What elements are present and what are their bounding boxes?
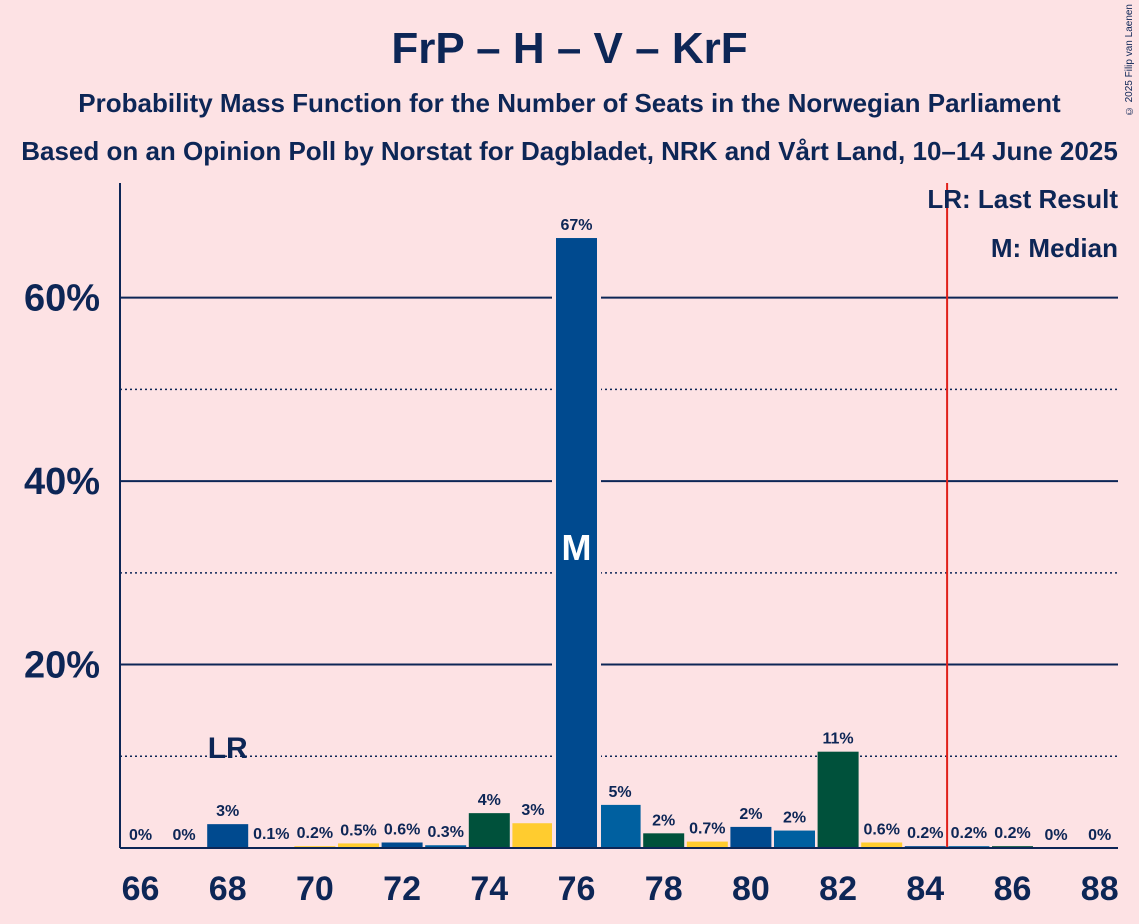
bar-value-label: 0.3% <box>427 824 463 841</box>
bar-value-label: 0.5% <box>340 822 376 839</box>
bar-seat-80 <box>730 826 772 848</box>
x-tick-label: 78 <box>645 870 683 908</box>
x-tick-label: 76 <box>558 870 596 908</box>
median-bar-gap-right <box>597 238 601 848</box>
chart-subtitle: Probability Mass Function for the Number… <box>78 88 1061 118</box>
bar-seat-76 <box>556 238 597 848</box>
bar-seat-82 <box>817 751 859 848</box>
bar-value-label: 4% <box>478 792 501 809</box>
bar-value-label: 0.6% <box>863 821 899 838</box>
bar-seat-77 <box>599 804 641 848</box>
bar-seat-75 <box>512 823 554 848</box>
x-tick-label: 82 <box>819 870 857 908</box>
bar-value-label: 0.2% <box>297 825 333 842</box>
bar-value-label: 0.7% <box>689 821 725 838</box>
bar-value-label: 0.1% <box>253 826 289 843</box>
median-bar-gap-left <box>552 238 556 848</box>
last-result-marker: LR <box>208 732 248 765</box>
bar-seat-83 <box>861 842 903 848</box>
legend-last-result: LR: Last Result <box>927 184 1118 214</box>
bar-value-label: 0% <box>129 827 152 844</box>
legend-median: M: Median <box>991 233 1118 263</box>
bar-seat-73 <box>425 845 467 848</box>
bar-seat-72 <box>381 842 423 848</box>
bar-value-label: 3% <box>521 802 544 819</box>
axes: 20% 40% 60% 66 68 70 72 74 76 78 80 82 84 86 88 <box>24 183 1119 908</box>
chart-title: FrP – H – V – KrF <box>391 24 748 73</box>
bar-seat-74 <box>468 813 510 848</box>
y-tick-label: 20% <box>24 645 100 687</box>
x-tick-label: 72 <box>383 870 421 908</box>
x-tick-label: 66 <box>122 870 160 908</box>
bar-value-label: 2% <box>739 806 762 823</box>
bar-value-label: 11% <box>823 731 854 748</box>
bar-value-label: 0.2% <box>951 825 987 842</box>
y-tick-label: 60% <box>24 278 100 320</box>
bar-value-label: 2% <box>652 812 675 829</box>
x-tick-label: 80 <box>732 870 770 908</box>
bar-value-label: 3% <box>216 803 239 820</box>
bar-seat-81 <box>774 830 815 848</box>
bar-value-label: 0.6% <box>384 821 420 838</box>
x-tick-label: 86 <box>994 870 1032 908</box>
bar-seat-68 <box>207 824 249 848</box>
y-tick-label: 40% <box>24 461 100 503</box>
x-tick-label: 70 <box>296 870 334 908</box>
bar-value-label: 0% <box>1045 827 1068 844</box>
bar-value-label: 0% <box>1088 827 1111 844</box>
x-tick-label: 84 <box>906 870 944 908</box>
x-tick-label: 68 <box>209 870 247 908</box>
bar-value-label: 5% <box>609 784 632 801</box>
x-tick-label: 74 <box>470 870 508 908</box>
gridlines <box>120 296 1118 758</box>
bar-value-label: 67% <box>560 217 592 234</box>
bar-seat-71 <box>338 843 379 848</box>
bar-value-label: 0.2% <box>994 825 1030 842</box>
bar-value-label: 0.2% <box>907 825 943 842</box>
bar-seat-78 <box>643 833 685 848</box>
bar-labels: 0% 0% 3% 0.1% 0.2% 0.5% 0.6% 0.3% 4% 3% 67% 5% 2% 0.7… <box>129 217 1111 844</box>
bar-seat-79 <box>686 841 728 848</box>
bar-value-label: 0% <box>173 827 196 844</box>
x-tick-label: 88 <box>1081 870 1119 908</box>
chart-source-line: Based on an Opinion Poll by Norstat for … <box>21 136 1118 166</box>
median-marker: M <box>562 527 592 568</box>
bar-value-label: 2% <box>783 810 806 827</box>
